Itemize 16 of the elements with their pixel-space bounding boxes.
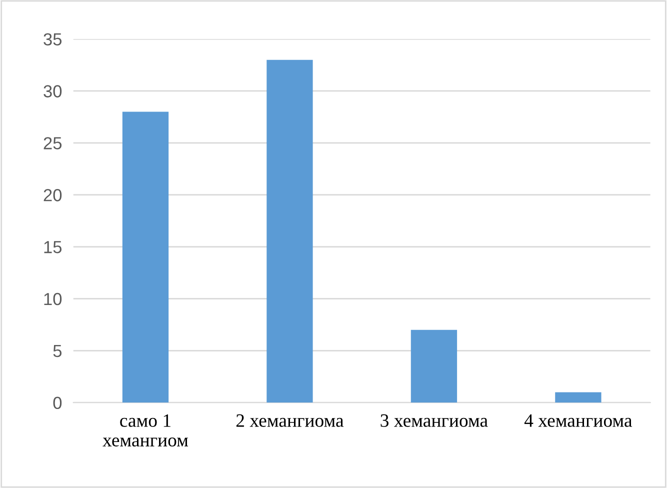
x-tick-label: 3 хемангиома [380, 414, 488, 427]
y-tick-label: 20 [44, 189, 62, 202]
y-tick-label: 0 [53, 396, 62, 410]
y-tick-label: 25 [44, 137, 62, 150]
x-tick-label: само 1 хемангиом [102, 414, 188, 447]
y-tick-label: 5 [53, 345, 62, 358]
bar [555, 392, 602, 403]
x-tick-label: 2 хемангиома [236, 414, 344, 427]
x-tick-label: 4 хемангиома [524, 414, 632, 427]
y-tick-label: 15 [44, 241, 62, 254]
bar [122, 112, 169, 403]
bar [410, 330, 458, 403]
y-tick-label: 10 [44, 292, 62, 306]
y-tick-label: 30 [44, 85, 62, 98]
bar [266, 60, 313, 403]
y-tick-label: 35 [44, 33, 62, 46]
